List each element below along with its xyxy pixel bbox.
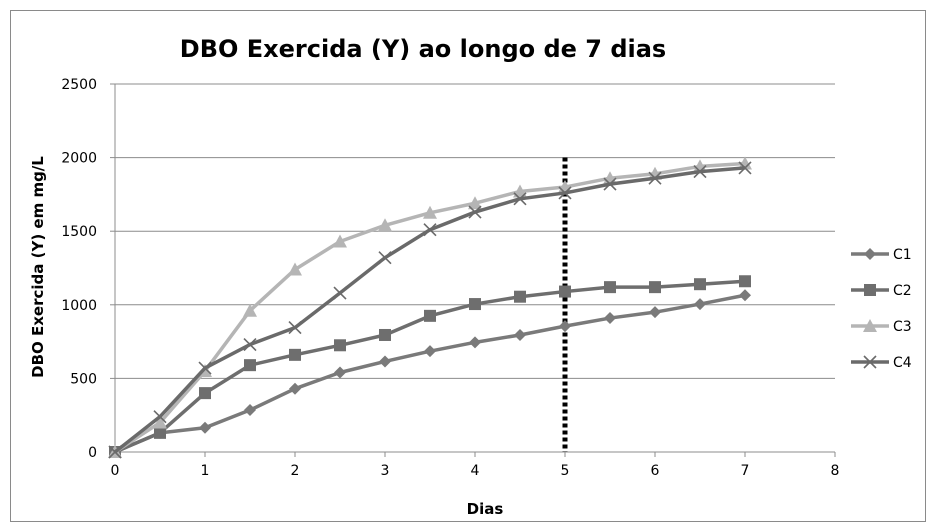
- legend-label: C1: [893, 247, 912, 263]
- data-point-triangle: [378, 218, 392, 232]
- data-point-triangle: [423, 205, 437, 219]
- data-point-diamond: [244, 404, 256, 417]
- data-point-triangle: [243, 303, 257, 317]
- tick-labels: 0 500 1000 1500 2000 2500 0 1 2 3 4 5 6 7 8: [61, 77, 839, 479]
- data-point-x: [288, 321, 302, 335]
- data-point-square: [469, 298, 481, 311]
- data-point-square: [694, 278, 706, 291]
- data-point-diamond: [694, 298, 706, 311]
- chart-frame: DBO Exercida (Y) ao longo de 7 dias 0 500…: [10, 10, 926, 522]
- data-point-square: [199, 387, 211, 400]
- data-point-x: [198, 361, 212, 375]
- legend-item-C2: C2: [851, 283, 912, 299]
- data-point-square: [379, 328, 391, 341]
- data-point-diamond: [739, 289, 751, 302]
- data-point-square: [559, 285, 571, 298]
- legend: C1 C2 C3 C4: [851, 247, 912, 371]
- gridlines: [115, 83, 835, 379]
- line-chart: DBO Exercida (Y) ao longo de 7 dias 0500…: [29, 35, 912, 518]
- data-point-diamond: [424, 345, 436, 358]
- x-tick-label: 5: [561, 463, 570, 479]
- data-point-x: [558, 186, 572, 200]
- data-point-x: [603, 177, 617, 191]
- x-tick-label: 1: [201, 463, 210, 479]
- legend-item-C3: C3: [851, 319, 912, 335]
- data-point-x: [863, 355, 877, 369]
- axes: [110, 83, 836, 457]
- x-tick-label: 4: [471, 463, 480, 479]
- data-point-diamond: [379, 355, 391, 368]
- legend-label: C2: [893, 283, 912, 299]
- data-point-triangle: [333, 234, 347, 248]
- x-tick-label: 0: [111, 463, 120, 479]
- data-point-x: [108, 445, 122, 459]
- data-point-diamond: [604, 312, 616, 325]
- data-point-x: [468, 205, 482, 219]
- data-point-x: [693, 165, 707, 179]
- data-point-square: [514, 290, 526, 303]
- data-point-diamond: [649, 306, 661, 319]
- data-point-diamond: [864, 248, 876, 260]
- legend-item-C1: C1: [851, 247, 912, 263]
- data-point-x: [648, 171, 662, 185]
- data-point-diamond: [289, 382, 301, 395]
- data-point-triangle: [153, 415, 167, 429]
- series-group: [108, 156, 752, 459]
- data-point-triangle: [468, 196, 482, 210]
- y-tick-label: 500: [70, 371, 97, 387]
- legend-item-C4: C4: [851, 355, 912, 371]
- data-point-square: [864, 284, 876, 296]
- y-tick-label: 1500: [61, 224, 97, 240]
- data-point-x: [423, 223, 437, 237]
- data-point-square: [604, 281, 616, 294]
- data-point-x: [513, 192, 527, 206]
- data-point-x: [243, 337, 257, 352]
- data-point-square: [649, 281, 661, 294]
- x-axis-label: Dias: [467, 500, 504, 518]
- data-point-x: [333, 286, 347, 300]
- x-tick-label: 6: [651, 463, 660, 479]
- data-point-diamond: [559, 320, 571, 333]
- data-point-triangle: [738, 156, 752, 170]
- x-tick-label: 7: [741, 463, 750, 479]
- data-point-x: [738, 161, 752, 175]
- data-point-x: [378, 251, 392, 265]
- data-point-diamond: [469, 336, 481, 349]
- series-C4: [108, 161, 752, 459]
- y-tick-label: 2500: [61, 77, 97, 93]
- data-point-square: [244, 359, 256, 372]
- data-point-square: [289, 348, 301, 361]
- legend-label: C4: [893, 355, 912, 371]
- data-point-triangle: [863, 319, 877, 332]
- data-point-square: [739, 275, 751, 288]
- series-C2: [109, 275, 751, 458]
- data-point-diamond: [334, 366, 346, 379]
- x-tick-label: 2: [291, 463, 300, 479]
- chart-title: DBO Exercida (Y) ao longo de 7 dias: [180, 35, 666, 63]
- y-axis-label: DBO Exercida (Y) em mg/L: [29, 156, 47, 378]
- data-point-triangle: [288, 262, 302, 276]
- data-point-x: [153, 410, 167, 424]
- x-tick-label: 3: [381, 463, 390, 479]
- data-point-diamond: [514, 328, 526, 341]
- data-point-square: [154, 426, 166, 439]
- legend-label: C3: [893, 319, 912, 335]
- data-point-square: [334, 339, 346, 352]
- data-point-diamond: [199, 421, 211, 434]
- y-tick-label: 2000: [61, 151, 97, 167]
- data-point-square: [424, 309, 436, 322]
- x-tick-label: 8: [831, 463, 840, 479]
- y-tick-label: 0: [88, 445, 97, 461]
- y-tick-label: 1000: [61, 298, 97, 314]
